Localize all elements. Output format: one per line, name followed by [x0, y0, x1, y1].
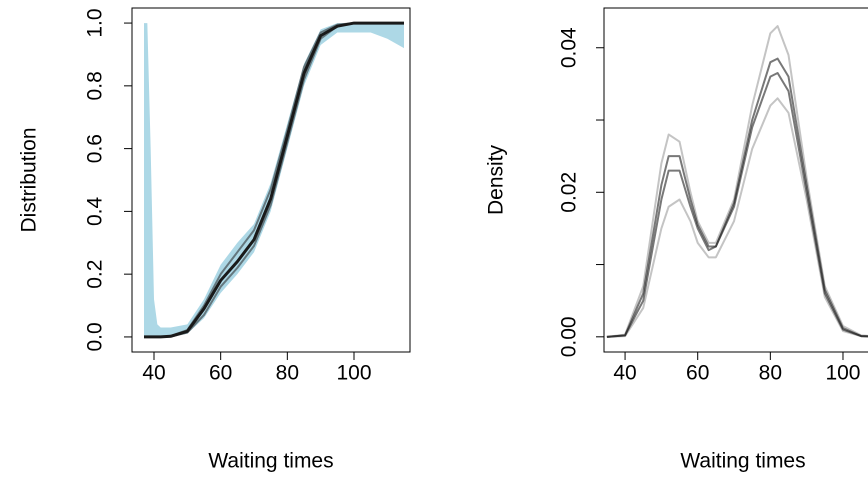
x-axis-title: Waiting times — [208, 450, 333, 473]
y-tick-label: 0.6 — [84, 134, 107, 163]
x-axis-title: Waiting times — [680, 450, 805, 473]
x-tick-label: 80 — [759, 362, 782, 385]
curve — [606, 57, 868, 338]
curve — [144, 22, 404, 338]
y-tick-label: 0.0 — [84, 322, 107, 351]
x-tick-label: 60 — [209, 362, 232, 385]
y-tick-label: 0.2 — [84, 260, 107, 289]
x-tick-label: 60 — [686, 362, 709, 385]
x-tick-label: 80 — [276, 362, 299, 385]
plot-box — [131, 7, 411, 353]
y-tick-label: 0.02 — [558, 172, 581, 213]
y-tick-label: 0.4 — [84, 196, 107, 226]
x-tick-label: 40 — [613, 362, 636, 385]
y-tick-label: 0.04 — [558, 27, 581, 68]
x-tick-label: 100 — [825, 362, 860, 385]
plot-area — [606, 25, 868, 338]
curve — [144, 21, 404, 339]
x-tick-label: 100 — [336, 362, 371, 385]
plot-area — [144, 21, 404, 339]
y-tick-label: 0.8 — [84, 71, 107, 100]
y-axis-title: Density — [485, 144, 508, 215]
x-tick-label: 40 — [142, 362, 165, 385]
y-axis-title: Distribution — [18, 127, 41, 232]
y-tick-label: 0.00 — [558, 316, 581, 357]
y-tick-label: 1.0 — [84, 8, 107, 37]
